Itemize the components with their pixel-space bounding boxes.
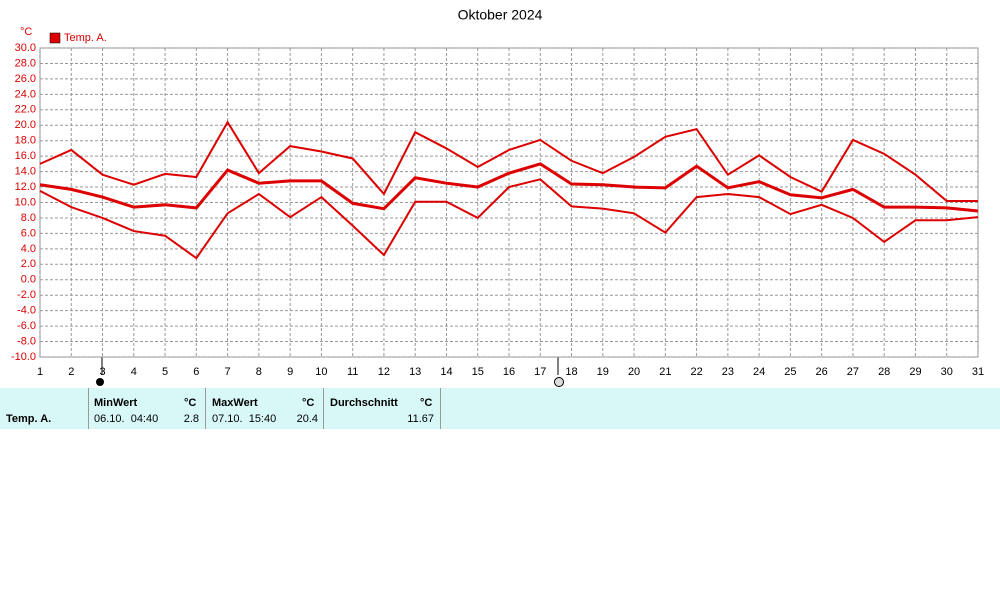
min-time: 06.10. 04:40 xyxy=(94,413,159,425)
y-unit: °C xyxy=(20,26,32,38)
y-tick-label: 28.0 xyxy=(15,57,36,69)
legend-swatch xyxy=(49,32,61,44)
y-tick-label: -8.0 xyxy=(17,335,36,347)
x-tick-label: 27 xyxy=(847,366,859,378)
avg-unit: °C xyxy=(420,397,433,409)
x-tick-label: 5 xyxy=(162,366,168,378)
chart: Oktober 2024 °C 30.028.026.024.022.020.0… xyxy=(11,7,984,387)
max-unit: °C xyxy=(302,397,315,409)
y-tick-label: 0.0 xyxy=(21,274,36,286)
x-tick-label: 3 xyxy=(99,366,105,378)
x-tick-label: 19 xyxy=(597,366,609,378)
y-tick-label: 18.0 xyxy=(15,135,36,147)
x-tick-label: 26 xyxy=(816,366,828,378)
separator xyxy=(205,388,206,429)
y-tick-label: 24.0 xyxy=(15,88,36,100)
y-tick-label: 6.0 xyxy=(21,227,36,239)
stats-table: Temp. A. MinWert °C 06.10. 04:40 2.8 Max… xyxy=(0,388,1000,429)
separator xyxy=(323,388,324,429)
x-tick-label: 24 xyxy=(753,366,765,378)
row-label: Temp. A. xyxy=(6,413,52,425)
x-tick-label: 30 xyxy=(941,366,953,378)
y-tick-label: 8.0 xyxy=(21,212,36,224)
chart-title: Oktober 2024 xyxy=(458,7,543,23)
x-tick-label: 31 xyxy=(972,366,984,378)
min-unit: °C xyxy=(184,397,197,409)
avg-value: 11.67 xyxy=(407,413,434,425)
x-tick-label: 25 xyxy=(784,366,796,378)
x-tick-label: 2 xyxy=(68,366,74,378)
x-tick-label: 17 xyxy=(534,366,546,378)
x-tick-label: 4 xyxy=(131,366,137,378)
y-tick-label: 14.0 xyxy=(15,166,36,178)
x-tick-label: 7 xyxy=(225,366,231,378)
y-tick-label: 22.0 xyxy=(15,104,36,116)
series-line xyxy=(39,178,979,260)
y-tick-label: 20.0 xyxy=(15,119,36,131)
y-tick-label: 26.0 xyxy=(15,73,36,85)
x-tick-label: 10 xyxy=(315,366,327,378)
x-tick-label: 9 xyxy=(287,366,293,378)
separator xyxy=(440,388,441,429)
page: Oktober 2024 °C 30.0 28.0 26.0 24.0 22.0 20.0… xyxy=(0,6,1000,429)
series-line xyxy=(39,120,978,202)
y-tick-label: 10.0 xyxy=(15,196,36,208)
x-tick-label: 18 xyxy=(565,366,577,378)
x-tick-label: 23 xyxy=(722,366,734,378)
x-tick-label: 11 xyxy=(347,366,358,378)
y-tick-label: 30.0 xyxy=(15,42,36,54)
separator xyxy=(88,388,89,429)
y-tick-label: 4.0 xyxy=(21,243,36,255)
y-tick-label: 16.0 xyxy=(15,150,36,162)
max-label: MaxWert xyxy=(212,397,258,409)
y-tick-label: -4.0 xyxy=(17,305,36,317)
max-time: 07.10. 15:40 xyxy=(212,413,277,425)
min-label: MinWert xyxy=(94,397,138,409)
y-tick-label: 2.0 xyxy=(21,258,36,270)
y-tick-label: -2.0 xyxy=(17,289,36,301)
x-tick-label: 6 xyxy=(193,366,199,378)
x-tick-label: 8 xyxy=(256,366,262,378)
x-tick-label: 12 xyxy=(378,366,390,378)
y-tick-label: -6.0 xyxy=(17,320,36,332)
x-tick-label: 1 xyxy=(37,366,43,378)
x-tick-label: 22 xyxy=(690,366,702,378)
max-value: 20.4 xyxy=(296,413,318,425)
x-tick-label: 20 xyxy=(628,366,640,378)
x-tick-label: 14 xyxy=(440,366,452,378)
x-tick-label: 21 xyxy=(659,366,671,378)
x-tick-label: 28 xyxy=(878,366,890,378)
series-line xyxy=(39,162,979,213)
legend-label: Temp. A. xyxy=(64,32,107,44)
marker xyxy=(96,378,104,386)
x-tick-label: 13 xyxy=(409,366,421,378)
y-tick-label: 12.0 xyxy=(15,181,36,193)
x-tick-label: 16 xyxy=(503,366,515,378)
min-value: 2.8 xyxy=(183,413,199,425)
marker xyxy=(554,377,564,387)
x-tick-label: 29 xyxy=(909,366,921,378)
avg-label: Durchschnitt xyxy=(330,397,398,409)
y-tick-label: -10.0 xyxy=(11,351,36,363)
x-tick-label: 15 xyxy=(472,366,484,378)
